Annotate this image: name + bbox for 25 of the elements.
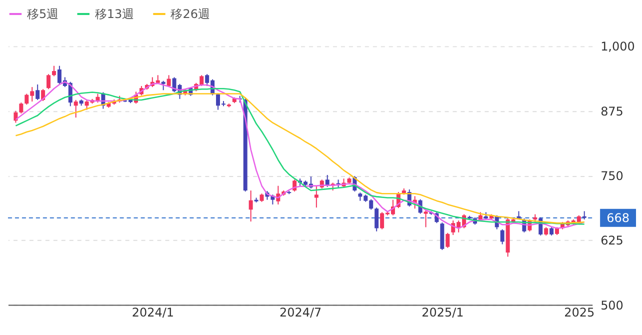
legend-label: 移13週 (94, 6, 134, 21)
candlestick (74, 99, 78, 118)
y-tick-label: 1,000 (600, 40, 635, 54)
candlestick (248, 190, 253, 222)
legend-label: 移5週 (26, 6, 59, 21)
legend-label: 移26週 (170, 6, 210, 21)
y-tick-label: 500 (600, 298, 624, 312)
candlestick (446, 232, 450, 248)
candlestick (36, 84, 40, 100)
candlestick (19, 102, 24, 114)
x-tick-label: 2025/1 (422, 305, 464, 320)
x-tick-label: 2024/1 (132, 305, 174, 320)
candlestick (424, 210, 428, 228)
candlestick (314, 185, 318, 208)
y-tick-label: 750 (600, 168, 624, 183)
ref-line-label: 668 (606, 210, 630, 225)
candlestick (161, 80, 166, 91)
candlestick (46, 74, 51, 90)
candlestick (500, 228, 504, 245)
candlestick (52, 65, 56, 77)
x-tick-label: 2024/7 (279, 305, 322, 320)
x-tick-label: 2025 (564, 305, 595, 320)
candlestick (374, 207, 379, 232)
y-tick-label: 625 (600, 234, 624, 248)
y-tick-label: 875 (600, 104, 624, 118)
